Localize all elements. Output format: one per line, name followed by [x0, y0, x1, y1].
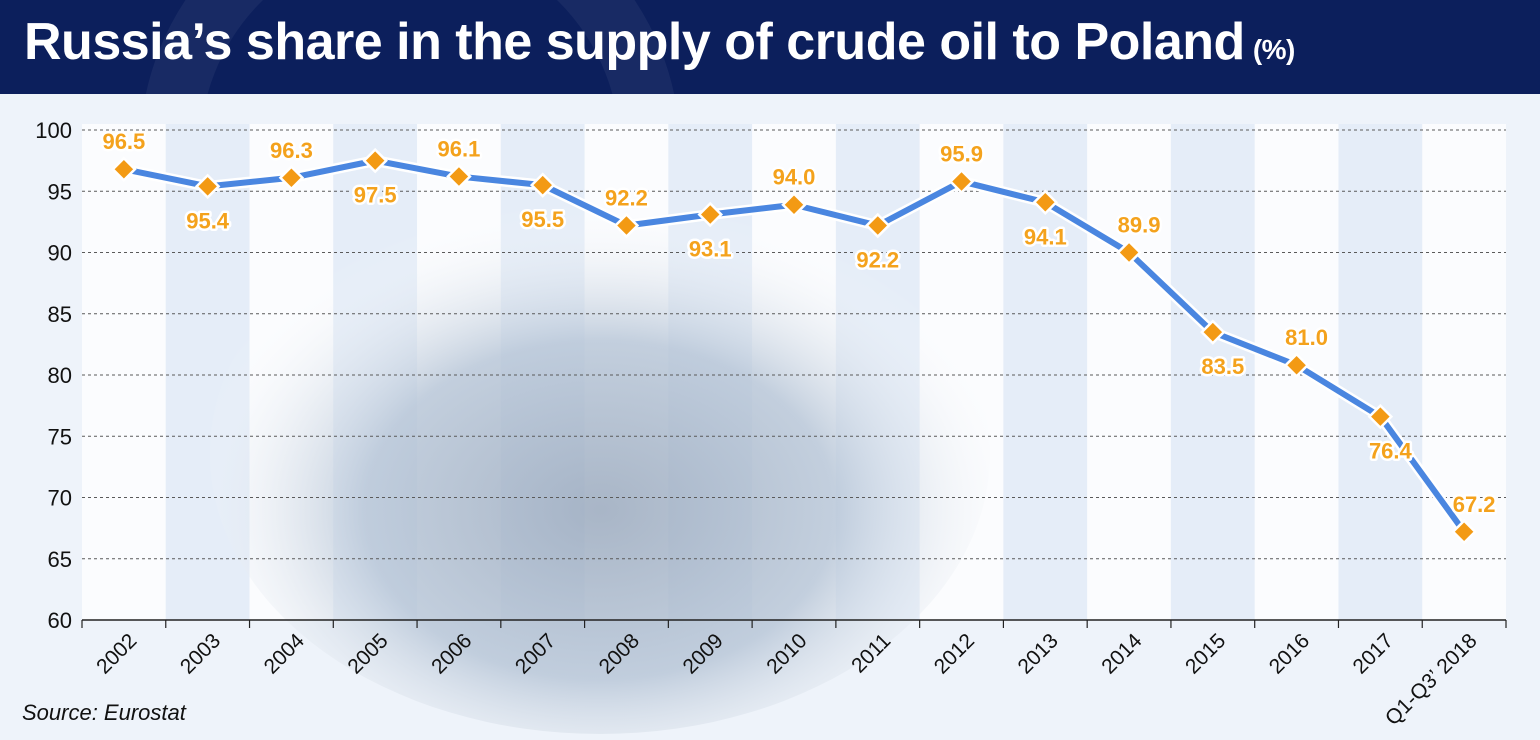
x-tick-label: 2014: [1097, 629, 1147, 679]
chart-title: Russia’s share in the supply of crude oi…: [24, 12, 1295, 72]
data-label: 92.2: [856, 248, 899, 273]
data-label: 83.5: [1201, 354, 1244, 379]
data-label: 97.5: [354, 183, 397, 208]
title-unit: (%): [1252, 34, 1296, 65]
data-label: 95.5: [521, 207, 564, 232]
data-label: 96.5: [102, 129, 145, 154]
data-label: 96.3: [270, 138, 313, 163]
column-band: [82, 124, 166, 620]
data-point: [781, 191, 807, 218]
data-point: [697, 201, 724, 228]
title-text: Russia’s share in the supply of crude oi…: [24, 13, 1245, 71]
data-point: [278, 165, 305, 191]
y-tick-label: 95: [48, 179, 72, 204]
y-tick-label: 100: [35, 118, 72, 143]
x-tick-label: 2016: [1265, 629, 1314, 678]
column-band: [1087, 124, 1171, 620]
chart-header: Russia’s share in the supply of crude oi…: [0, 0, 1540, 94]
column-band: [1422, 124, 1506, 620]
y-tick-label: 65: [48, 547, 72, 572]
data-point: [1283, 352, 1310, 378]
x-tick-label: 2017: [1349, 629, 1398, 678]
data-point: [529, 172, 556, 198]
data-point: [864, 212, 891, 239]
data-label: 76.4: [1369, 439, 1413, 464]
y-tick-label: 75: [48, 424, 72, 449]
data-label: 92.2: [605, 186, 648, 211]
data-point: [1032, 189, 1059, 216]
data-point: [362, 147, 388, 174]
y-tick-label: 85: [48, 302, 72, 327]
x-tick-label: 2002: [92, 629, 141, 678]
x-tick-label: 2003: [176, 629, 225, 678]
data-label: 89.9: [1118, 213, 1161, 238]
x-tick-label: 2015: [1181, 629, 1230, 678]
x-tick-label: 2012: [930, 629, 979, 678]
x-tick-label: 2004: [260, 629, 310, 679]
data-point: [111, 156, 137, 182]
data-label: 95.4: [186, 208, 230, 233]
data-point: [1367, 403, 1394, 430]
column-band: [1170, 124, 1255, 620]
y-tick-label: 90: [48, 241, 72, 266]
chart-area: 60 65 70 75 80 85 90 95 100 2002 2003 2004 2005 2006…: [0, 94, 1540, 740]
data-label: 94.1: [1024, 224, 1067, 249]
y-tick-label: 80: [48, 363, 72, 388]
data-label: 67.2: [1453, 492, 1496, 517]
data-point: [948, 168, 975, 195]
data-point: [613, 212, 640, 239]
data-point: [194, 173, 221, 200]
data-label: 94.0: [773, 165, 816, 190]
column-band: [1338, 124, 1423, 620]
data-point: [1116, 239, 1142, 266]
data-label: 95.9: [940, 141, 983, 166]
data-label: 81.0: [1285, 325, 1328, 350]
source-note: Source: Eurostat: [22, 700, 186, 725]
data-point: [1200, 319, 1226, 345]
data-point: [446, 163, 472, 190]
y-tick-label: 60: [48, 608, 72, 633]
x-tick-label: 2013: [1014, 629, 1063, 678]
y-tick-label: 70: [48, 486, 72, 511]
data-label: 93.1: [689, 237, 732, 262]
background-photo: [210, 174, 990, 734]
data-point: [1451, 519, 1477, 545]
data-label: 96.1: [438, 137, 481, 162]
